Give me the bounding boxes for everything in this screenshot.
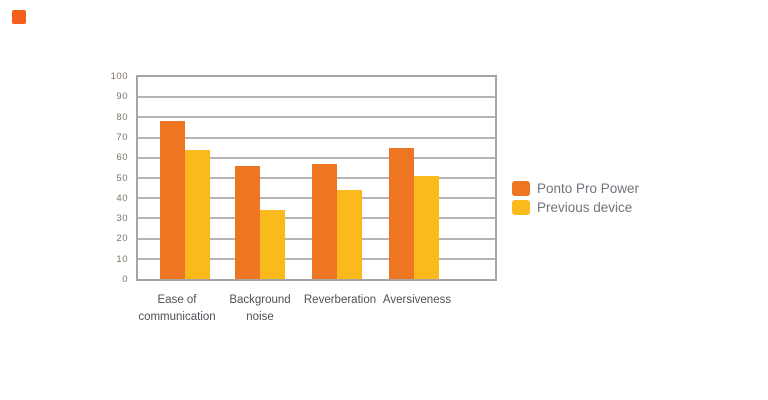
gridline-90 <box>138 96 495 99</box>
gridline-70 <box>138 136 495 139</box>
category-label-2: Reverberation <box>303 294 377 306</box>
y-tick-label-20: 20 <box>116 233 128 245</box>
y-tick-label-0: 0 <box>122 274 128 285</box>
bar-ponto-pro-power-3 <box>389 147 414 279</box>
bar-previous-device-2 <box>337 190 362 279</box>
corner-mark <box>12 10 26 24</box>
y-tick-label-30: 30 <box>116 213 128 225</box>
gridline-80 <box>138 116 495 119</box>
category-label-1: Background noise <box>229 294 291 323</box>
gridline-60 <box>138 156 495 159</box>
y-tick-label-80: 80 <box>116 111 128 123</box>
bar-ponto-pro-power-0 <box>160 121 185 279</box>
y-tick-label-40: 40 <box>116 192 128 204</box>
legend-label: Previous device <box>537 200 633 215</box>
bar-previous-device-1 <box>260 210 285 279</box>
legend-swatch-yellow <box>512 200 530 215</box>
bar-previous-device-0 <box>185 149 210 279</box>
legend-item-ponto-pro-power: Ponto Pro Power <box>512 181 639 196</box>
bar-ponto-pro-power-1 <box>235 165 260 279</box>
y-tick-label-90: 90 <box>116 91 128 103</box>
category-label-3: Aversiveness <box>382 294 452 306</box>
legend: Ponto Pro Power Previous device <box>512 181 639 219</box>
category-label-0: Ease of communication <box>138 294 216 323</box>
y-tick-label-70: 70 <box>116 131 128 143</box>
legend-item-previous-device: Previous device <box>512 200 639 215</box>
legend-swatch-orange <box>512 181 530 196</box>
y-tick-label-60: 60 <box>116 152 128 164</box>
legend-label: Ponto Pro Power <box>537 181 640 196</box>
plot-area <box>136 75 497 281</box>
bar-ponto-pro-power-2 <box>312 163 337 279</box>
y-tick-label-100: 100 <box>110 71 128 82</box>
bar-previous-device-3 <box>414 175 439 279</box>
y-tick-label-50: 50 <box>116 172 128 184</box>
y-tick-label-10: 10 <box>116 253 128 265</box>
